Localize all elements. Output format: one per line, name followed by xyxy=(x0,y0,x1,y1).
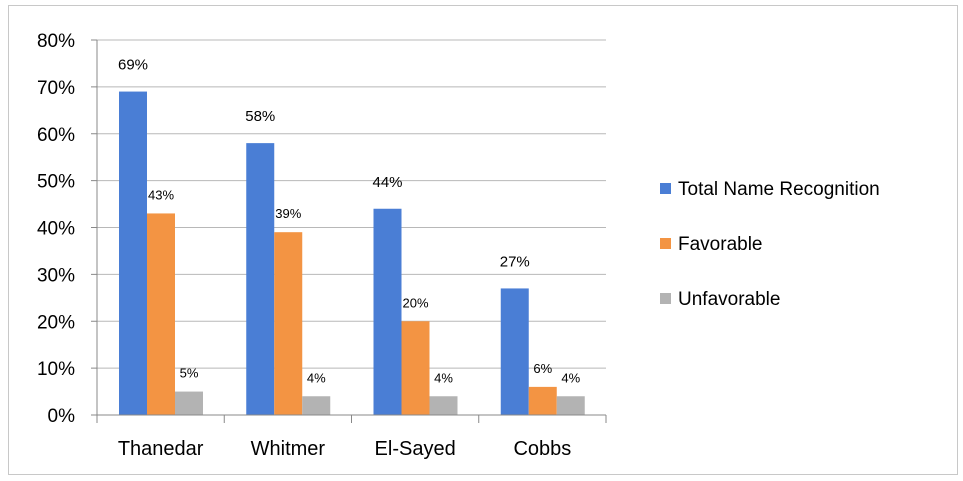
bar-total-name-recognition xyxy=(246,143,275,415)
x-category-label: Whitmer xyxy=(251,438,326,460)
legend-swatch xyxy=(660,238,671,249)
data-label: 69% xyxy=(118,57,148,74)
data-label: 5% xyxy=(180,366,199,381)
legend-swatch xyxy=(660,293,671,304)
y-tick-label: 50% xyxy=(37,172,75,193)
y-tick-label: 30% xyxy=(37,265,75,286)
data-label: 20% xyxy=(402,295,428,310)
bar-favorable xyxy=(274,232,303,415)
x-category-label: El-Sayed xyxy=(375,438,456,460)
data-label: 4% xyxy=(307,370,326,385)
bar-favorable xyxy=(147,213,175,415)
y-tick-label: 70% xyxy=(37,78,75,99)
bar-favorable xyxy=(528,386,557,415)
bar-total-name-recognition xyxy=(119,91,147,415)
legend-label: Unfavorable xyxy=(678,289,780,310)
bar-total-name-recognition xyxy=(500,288,529,415)
y-tick-label: 40% xyxy=(37,219,75,240)
axes: 0% 10% 20% 30% 40% 50% 60% 70% 80% Thanedar Whitme… xyxy=(37,31,607,460)
data-label: 43% xyxy=(148,187,174,202)
bar-unfavorable xyxy=(429,396,458,415)
y-tick-label: 0% xyxy=(48,406,76,427)
legend: Total Name Recognition Favorable Unfavorab… xyxy=(660,179,880,310)
legend-swatch xyxy=(660,183,671,194)
bars xyxy=(119,91,585,415)
bar-unfavorable xyxy=(302,396,331,415)
data-label: 27% xyxy=(500,253,530,270)
legend-label: Favorable xyxy=(678,234,763,255)
data-labels: 69% 43% 5% 58% 39% 4% 44% 20% 4% 27% 6% 4% xyxy=(118,57,581,386)
data-label: 4% xyxy=(561,370,580,385)
x-category-label: Thanedar xyxy=(118,438,204,460)
x-category-label: Cobbs xyxy=(513,438,571,460)
data-label: 6% xyxy=(533,361,552,376)
bar-total-name-recognition xyxy=(373,208,402,415)
y-tick-label: 60% xyxy=(37,125,75,146)
y-tick-label: 10% xyxy=(37,359,75,380)
data-label: 58% xyxy=(245,108,275,125)
bar-unfavorable xyxy=(175,391,203,415)
data-label: 4% xyxy=(434,370,453,385)
bar-favorable xyxy=(401,321,430,415)
legend-label: Total Name Recognition xyxy=(678,179,880,200)
data-label: 44% xyxy=(372,174,402,191)
bar-unfavorable xyxy=(556,396,585,415)
y-tick-label: 20% xyxy=(37,312,75,333)
data-label: 39% xyxy=(275,206,301,221)
y-tick-label: 80% xyxy=(37,31,75,52)
